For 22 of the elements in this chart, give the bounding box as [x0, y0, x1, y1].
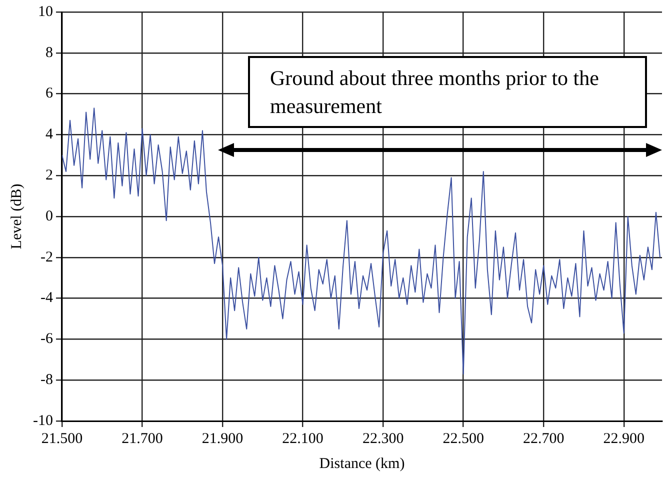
x-tick-label: 22.300: [362, 430, 404, 447]
y-tick-label: 0: [45, 208, 53, 224]
x-tick-label: 21.900: [202, 430, 244, 447]
x-axis-title: Distance (km): [319, 456, 405, 472]
y-tick-label: 10: [38, 4, 53, 20]
x-tick-label: 22.700: [522, 430, 564, 447]
y-tick-label: -10: [32, 412, 53, 429]
y-tick-label: -8: [40, 372, 53, 388]
x-tick-label: 21.700: [122, 430, 163, 447]
y-tick-label: -6: [40, 331, 54, 348]
x-tick-label: 22.900: [603, 430, 644, 447]
y-tick-label: 8: [45, 44, 53, 61]
x-tick-label: 22.500: [442, 430, 484, 447]
x-tick-label: 22.100: [282, 430, 324, 447]
note-box: Ground about three months prior to the measurement: [248, 56, 647, 128]
y-tick-label: -4: [40, 290, 54, 306]
y-axis-title: Level (dB): [8, 184, 25, 250]
y-tick-label: 4: [45, 126, 54, 143]
y-tick-label: 6: [45, 86, 54, 102]
x-tick-label: 21.500: [41, 430, 83, 447]
y-tick-label: 2: [45, 168, 53, 184]
y-tick-label: -2: [40, 249, 53, 266]
